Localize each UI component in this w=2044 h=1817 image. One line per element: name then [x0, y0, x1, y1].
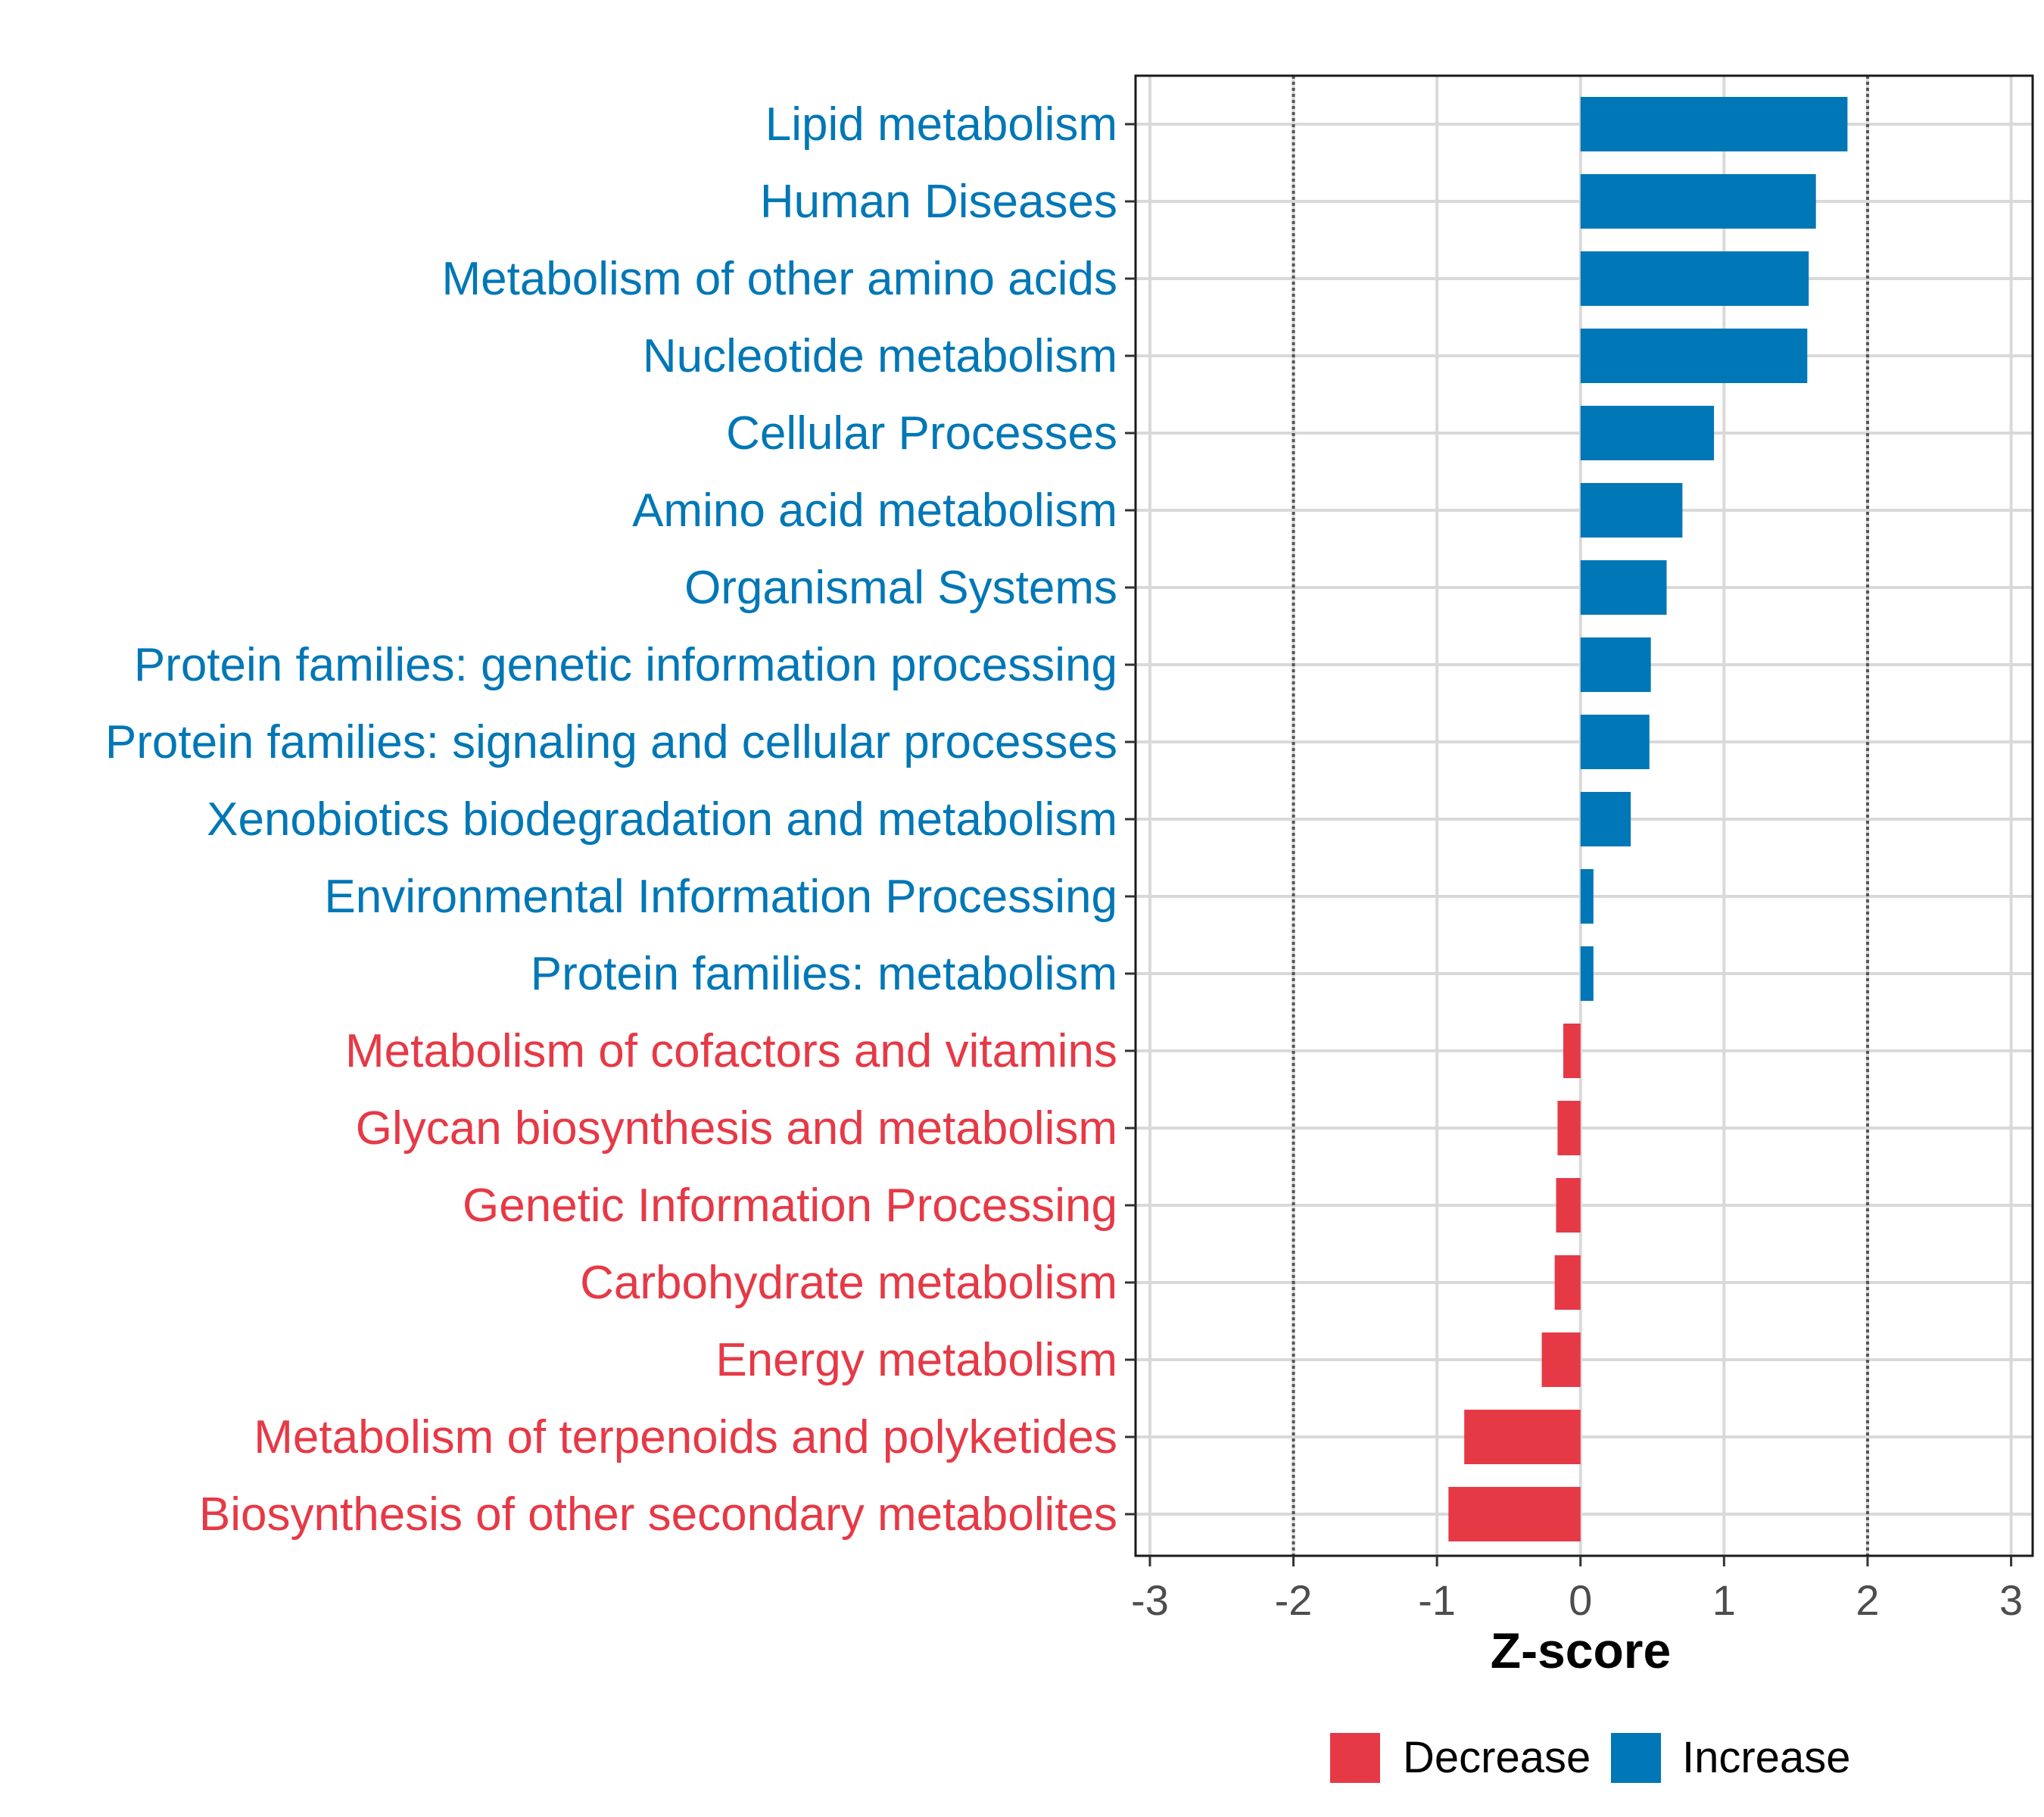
bar: [1580, 946, 1594, 1001]
category-label: Biosynthesis of other secondary metaboli…: [199, 1488, 1117, 1541]
bar: [1580, 251, 1809, 306]
x-tick-label: 0: [1569, 1576, 1592, 1624]
bar: [1580, 174, 1816, 229]
category-label: Genetic Information Processing: [463, 1180, 1117, 1232]
category-label: Metabolism of other amino acids: [441, 253, 1117, 305]
bar: [1541, 1332, 1581, 1387]
x-tick-label: -2: [1275, 1576, 1313, 1624]
reference-lines: [1292, 76, 1869, 1556]
category-label: Protein families: metabolism: [531, 948, 1117, 1000]
bar: [1580, 329, 1808, 383]
legend-swatch: [1611, 1733, 1661, 1783]
bar: [1557, 1101, 1581, 1155]
bar: [1580, 715, 1650, 769]
bar: [1464, 1410, 1581, 1464]
bar: [1556, 1178, 1581, 1233]
bar: [1554, 1255, 1581, 1310]
bar: [1580, 483, 1683, 538]
bar: [1448, 1487, 1581, 1541]
category-label: Carbohydrate metabolism: [580, 1257, 1117, 1309]
bar: [1580, 406, 1715, 460]
bar: [1580, 97, 1848, 151]
legend: Decrease Increase: [1330, 1733, 1850, 1783]
x-tick-label: 2: [1855, 1576, 1879, 1624]
category-label: Lipid metabolism: [765, 98, 1117, 151]
legend-swatch: [1330, 1733, 1380, 1783]
legend-label: Increase: [1682, 1733, 1850, 1782]
bar: [1580, 637, 1651, 692]
category-label: Nucleotide metabolism: [643, 330, 1117, 382]
x-axis-ticks: [1148, 1556, 2013, 1566]
legend-label: Decrease: [1403, 1733, 1591, 1782]
category-label: Organismal Systems: [684, 562, 1117, 614]
y-axis-ticks: [1125, 123, 1136, 1516]
category-label: Metabolism of terpenoids and polyketides: [254, 1411, 1117, 1463]
x-tick-label: 3: [1999, 1576, 2023, 1624]
category-labels: Lipid metabolism Human Diseases Metabolism…: [105, 98, 1117, 1541]
category-label: Environmental Information Processing: [324, 871, 1117, 923]
x-tick-labels: -3 -2 -1 0 1 2 3: [1131, 1576, 2023, 1624]
category-label: Cellular Processes: [726, 407, 1117, 460]
bar: [1563, 1024, 1581, 1078]
x-tick-label: 1: [1712, 1576, 1736, 1624]
bar: [1580, 792, 1631, 846]
x-tick-label: -1: [1418, 1576, 1456, 1624]
category-label: Metabolism of cofactors and vitamins: [345, 1025, 1117, 1077]
bars: [1448, 97, 1848, 1541]
plot-panel-border: [1134, 74, 2034, 1557]
category-label: Xenobiotics biodegradation and metabolis…: [207, 793, 1117, 846]
category-label: Energy metabolism: [715, 1334, 1117, 1386]
category-label: Amino acid metabolism: [632, 485, 1117, 537]
bar: [1580, 869, 1594, 924]
bar: [1580, 560, 1667, 615]
category-label: Protein families: genetic information pr…: [134, 639, 1117, 691]
x-axis-title: Z-score: [1491, 1622, 1671, 1678]
category-label: Glycan biosynthesis and metabolism: [356, 1102, 1117, 1155]
x-tick-label: -3: [1131, 1576, 1169, 1624]
category-label: Human Diseases: [760, 176, 1117, 228]
category-label: Protein families: signaling and cellular…: [105, 716, 1117, 768]
